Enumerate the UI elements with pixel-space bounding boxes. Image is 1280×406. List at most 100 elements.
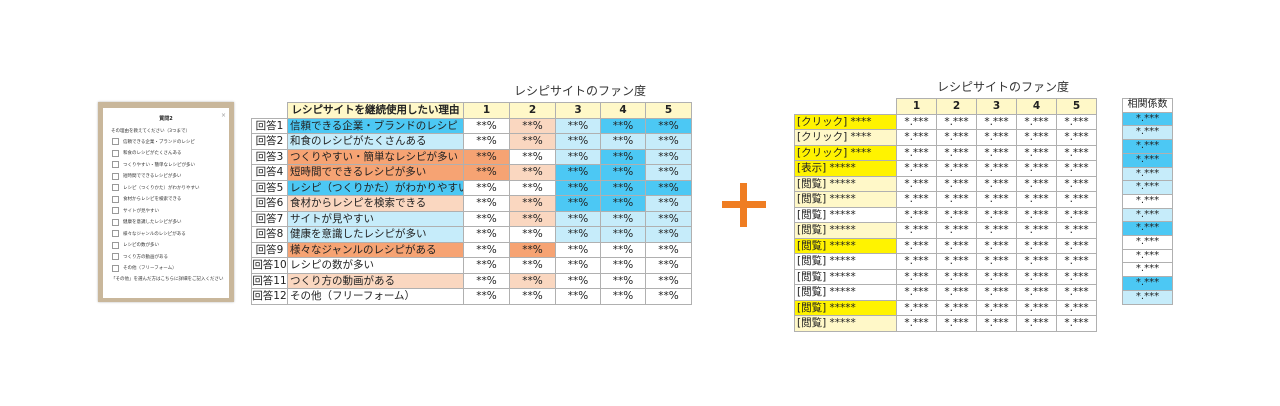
value-cell: *.*** [896,206,937,223]
value-cell: *.*** [1016,175,1057,192]
survey-option[interactable]: 信頼できる企業・ブランドのレシピ [112,136,229,148]
metric-label: [閲覧] ***** [794,237,897,254]
survey-option[interactable]: 和食のレシピがたくさんある [112,148,229,160]
value-cell: *.*** [976,144,1017,161]
metric-label: [閲覧] ***** [794,268,897,285]
value-cell: **% [509,241,556,258]
survey-note: 「その他」を選んだ方はこちらに詳細をご記入ください [111,277,224,282]
value-cell: **% [645,195,692,212]
survey-option[interactable]: その他（フリーフォーム） [112,263,229,275]
table-row: 回答2 和食のレシピがたくさんある **% **% **% **% **% [251,133,692,150]
value-cell: *.*** [1056,268,1097,285]
checkbox[interactable] [112,253,119,261]
table-row: 回答12 その他（フリーフォーム） **% **% **% **% **% [251,288,692,305]
checkbox[interactable] [112,184,119,192]
checkbox[interactable] [112,241,119,249]
checkbox[interactable] [112,172,119,180]
survey-option-label: つくり方の動画がある [123,254,168,260]
header-blank [252,103,288,119]
checkbox[interactable] [112,230,119,238]
reason-cell: 短時間でできるレシピが多い [287,164,464,181]
value-cell: *.*** [896,113,937,130]
correlation-cell: *.*** [1122,289,1173,305]
reason-cell: レシピ（つくりかた）がわかりやすい [287,179,464,196]
value-cell: **% [463,164,510,181]
value-cell: **% [600,179,646,196]
survey-option[interactable]: レシピ（つくりかた）がわかりやすい [112,182,229,194]
table-row: [クリック] **** *.*** *.*** *.*** *.*** *.*** [794,144,1097,161]
value-cell: **% [555,272,601,289]
value-cell: **% [600,241,646,258]
value-cell: *.*** [976,206,1017,223]
checkbox[interactable] [112,264,119,272]
table-row: *.*** [1122,152,1173,168]
checkbox[interactable] [112,161,119,169]
value-cell: *.*** [1056,253,1097,270]
value-cell: **% [555,179,601,196]
value-cell: *.*** [1016,129,1057,146]
row-label: 回答8 [251,226,288,243]
value-cell: *.*** [936,253,977,270]
survey-option[interactable]: つくりやすい・簡単なレシピが多い [112,159,229,171]
checkbox[interactable] [112,138,119,146]
survey-option-label: 短時間でできるレシピが多い [123,174,182,180]
survey-option[interactable]: 食材からレシピを検索できる [112,194,229,206]
survey-option[interactable]: 様々なジャンルのレシピがある [112,228,229,240]
survey-option[interactable]: つくり方の動画がある [112,251,229,263]
row-label: 回答12 [251,288,288,305]
column-header: 4 [600,102,646,119]
metric-label: [閲覧] ***** [794,222,897,239]
value-cell: *.*** [936,160,977,177]
correlation-cell: *.*** [1122,248,1173,264]
value-cell: **% [555,133,601,150]
value-cell: **% [463,241,510,258]
survey-option-label: つくりやすい・簡単なレシピが多い [123,162,195,168]
checkbox[interactable] [112,195,119,203]
value-cell: *.*** [1056,144,1097,161]
metric-label: [閲覧] ***** [794,206,897,223]
column-header: 4 [1016,98,1057,115]
value-cell: *.*** [1056,175,1097,192]
checkbox[interactable] [112,207,119,215]
correlation-cell: *.*** [1122,207,1173,223]
checkbox[interactable] [112,218,119,226]
reason-cell: 和食のレシピがたくさんある [287,133,464,150]
value-cell: *.*** [1016,253,1057,270]
table-row: [閲覧] ***** *.*** *.*** *.*** *.*** *.*** [794,222,1097,239]
survey-option[interactable]: 健康を意識したレシピが多い [112,217,229,229]
table-row: *.*** [1122,262,1173,278]
value-cell: **% [509,272,556,289]
table-row: [閲覧] ***** *.*** *.*** *.*** *.*** *.*** [794,175,1097,192]
table-row: 回答9 様々なジャンルのレシピがある **% **% **% **% **% [251,241,692,258]
table-row: *.*** [1122,139,1173,154]
value-cell: **% [463,148,510,165]
value-cell: *.*** [1056,299,1097,316]
survey-panel: × 質問2 その理由を教えてください（3つまで） 信頼できる企業・ブランドのレシ… [103,108,229,298]
survey-options: 信頼できる企業・ブランドのレシピ 和食のレシピがたくさんあるつくりやすい・簡単なレ… [103,136,229,274]
row-label: 回答1 [251,117,288,134]
value-cell: **% [509,133,556,150]
reason-cell: その他（フリーフォーム） [287,288,464,305]
value-cell: **% [509,148,556,165]
table-header-row: レシピサイトを継続使用したい理由 1 2 3 4 5 [252,102,692,119]
table-row: [閲覧] ***** *.*** *.*** *.*** *.*** *.*** [794,315,1097,332]
value-cell: *.*** [1016,206,1057,223]
value-cell: *.*** [936,144,977,161]
value-cell: **% [600,272,646,289]
value-cell: **% [645,148,692,165]
table-row: 回答11 つくり方の動画がある **% **% **% **% **% [251,272,692,289]
table-row: 回答1 信頼できる企業・ブランドのレシピ **% **% **% **% **% [251,117,692,134]
table-row: 回答7 サイトが見やすい **% **% **% **% **% [251,210,692,227]
survey-option[interactable]: レシピの数が多い [112,240,229,252]
checkbox[interactable] [112,149,119,157]
value-cell: *.*** [1056,113,1097,130]
value-cell: *.*** [896,284,937,301]
survey-option[interactable]: 短時間でできるレシピが多い [112,171,229,183]
value-cell: *.*** [1016,268,1057,285]
close-icon[interactable]: × [220,112,226,119]
value-cell: *.*** [936,129,977,146]
value-cell: *.*** [896,268,937,285]
survey-option[interactable]: サイトが見やすい [112,205,229,217]
